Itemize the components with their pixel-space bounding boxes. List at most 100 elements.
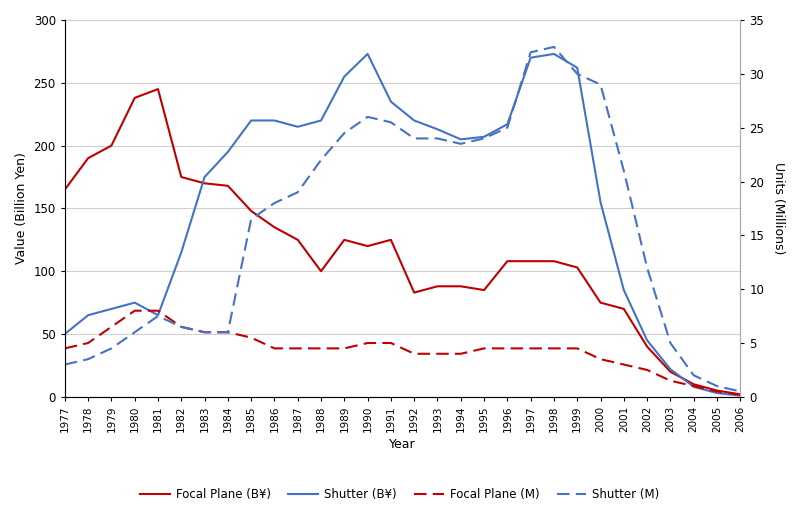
Shutter (B¥) [316, 117, 326, 123]
Focal Plane (M) [363, 340, 373, 346]
Focal Plane (M) [106, 324, 116, 330]
Focal Plane (M) [666, 378, 675, 384]
Shutter (B¥) [270, 117, 279, 123]
Shutter (B¥) [106, 306, 116, 312]
Focal Plane (M) [386, 340, 396, 346]
Focal Plane (M) [410, 351, 419, 357]
Focal Plane (M) [130, 308, 139, 314]
Shutter (B¥) [456, 136, 466, 142]
Focal Plane (B¥) [735, 391, 745, 397]
Focal Plane (M) [689, 383, 698, 389]
Focal Plane (B¥) [270, 224, 279, 230]
Focal Plane (M) [619, 361, 629, 368]
Focal Plane (B¥) [502, 258, 512, 264]
Shutter (B¥) [246, 117, 256, 123]
Line: Focal Plane (B¥): Focal Plane (B¥) [65, 89, 740, 394]
Legend: Focal Plane (B¥), Shutter (B¥), Focal Plane (M), Shutter (M): Focal Plane (B¥), Shutter (B¥), Focal Pl… [136, 484, 664, 506]
Focal Plane (B¥) [106, 142, 116, 148]
Focal Plane (B¥) [479, 287, 489, 293]
Shutter (M) [246, 216, 256, 222]
Focal Plane (B¥) [316, 268, 326, 274]
Shutter (B¥) [666, 366, 675, 372]
Shutter (M) [316, 157, 326, 163]
Shutter (B¥) [502, 121, 512, 127]
Focal Plane (M) [177, 324, 186, 330]
Focal Plane (M) [596, 356, 606, 362]
Shutter (B¥) [596, 199, 606, 205]
Shutter (B¥) [60, 331, 70, 337]
Shutter (M) [106, 345, 116, 351]
Focal Plane (B¥) [433, 283, 442, 289]
Focal Plane (M) [293, 345, 302, 351]
Shutter (M) [642, 265, 652, 271]
Focal Plane (M) [153, 308, 162, 314]
Shutter (M) [130, 329, 139, 335]
Focal Plane (M) [433, 351, 442, 357]
Focal Plane (M) [456, 351, 466, 357]
Focal Plane (B¥) [200, 180, 210, 186]
Shutter (B¥) [410, 117, 419, 123]
Shutter (M) [177, 324, 186, 330]
Shutter (B¥) [293, 124, 302, 130]
Shutter (B¥) [223, 149, 233, 155]
Focal Plane (B¥) [246, 208, 256, 214]
Shutter (B¥) [386, 99, 396, 105]
Shutter (M) [479, 135, 489, 141]
Focal Plane (B¥) [223, 183, 233, 189]
Focal Plane (B¥) [712, 388, 722, 394]
Shutter (M) [456, 141, 466, 147]
Focal Plane (M) [712, 389, 722, 395]
Focal Plane (B¥) [410, 289, 419, 295]
Focal Plane (M) [200, 329, 210, 335]
Shutter (B¥) [689, 383, 698, 390]
Focal Plane (B¥) [153, 86, 162, 92]
Shutter (B¥) [549, 51, 558, 57]
Shutter (B¥) [735, 393, 745, 399]
Focal Plane (M) [502, 345, 512, 351]
Focal Plane (B¥) [177, 174, 186, 180]
Shutter (M) [223, 329, 233, 335]
Focal Plane (B¥) [549, 258, 558, 264]
Shutter (M) [689, 372, 698, 378]
Shutter (M) [386, 119, 396, 125]
Focal Plane (M) [735, 392, 745, 398]
Focal Plane (M) [246, 334, 256, 340]
Line: Focal Plane (M): Focal Plane (M) [65, 311, 740, 395]
Shutter (M) [339, 130, 349, 136]
Focal Plane (B¥) [666, 369, 675, 375]
Focal Plane (B¥) [526, 258, 535, 264]
Focal Plane (B¥) [60, 186, 70, 193]
Focal Plane (B¥) [293, 237, 302, 243]
Shutter (B¥) [200, 174, 210, 180]
Focal Plane (B¥) [339, 237, 349, 243]
Shutter (B¥) [642, 337, 652, 344]
Shutter (M) [502, 124, 512, 131]
Shutter (B¥) [130, 300, 139, 306]
Shutter (M) [666, 340, 675, 346]
Focal Plane (M) [642, 367, 652, 373]
Shutter (M) [433, 135, 442, 141]
Shutter (M) [619, 167, 629, 174]
Y-axis label: Units (Millions): Units (Millions) [772, 162, 785, 254]
Focal Plane (B¥) [642, 344, 652, 350]
Shutter (M) [549, 44, 558, 50]
Focal Plane (M) [479, 345, 489, 351]
Shutter (B¥) [153, 312, 162, 318]
Focal Plane (M) [223, 329, 233, 335]
Shutter (B¥) [433, 126, 442, 133]
Shutter (M) [363, 114, 373, 120]
Focal Plane (M) [316, 345, 326, 351]
Shutter (B¥) [83, 312, 93, 318]
Shutter (M) [200, 329, 210, 335]
Shutter (M) [596, 81, 606, 88]
Line: Shutter (B¥): Shutter (B¥) [65, 54, 740, 396]
Shutter (M) [270, 200, 279, 206]
Shutter (M) [735, 389, 745, 395]
Focal Plane (B¥) [130, 95, 139, 101]
Shutter (B¥) [573, 65, 582, 71]
Shutter (B¥) [526, 55, 535, 61]
Focal Plane (B¥) [83, 155, 93, 161]
Shutter (B¥) [339, 73, 349, 79]
Shutter (B¥) [177, 249, 186, 255]
Focal Plane (B¥) [689, 381, 698, 388]
